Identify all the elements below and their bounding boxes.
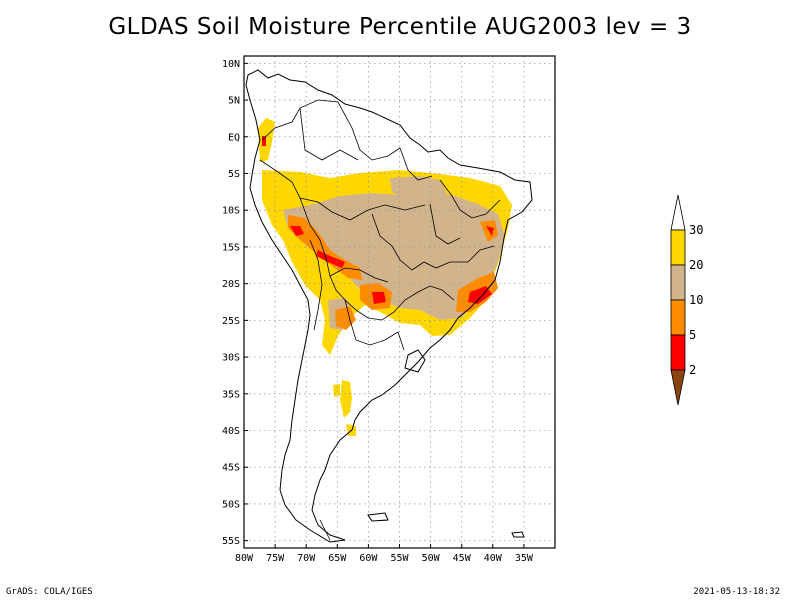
lon-tick-label: 55W [390, 553, 409, 564]
map-title: GLDAS Soil Moisture Percentile AUG2003 l… [108, 14, 692, 40]
legend-label: 10 [689, 293, 703, 307]
soil-moisture-field [258, 118, 512, 436]
legend-swatch [670, 264, 686, 301]
field-yellow-north [258, 118, 275, 162]
latitude-tick-labels: 10N 5N EQ 5S 10S 15S 20S 25S 30S 35S 40S 45S 50S 55S [222, 59, 240, 547]
legend-label: 30 [689, 223, 703, 237]
legend-top-arrow [670, 194, 686, 231]
country-borders [259, 99, 501, 541]
lon-tick-label: 80W [235, 553, 254, 564]
lat-tick-label: 10S [222, 206, 240, 217]
field-tan-2 [390, 176, 448, 204]
graticule [243, 56, 555, 548]
lon-tick-label: 50W [422, 553, 441, 564]
field-yellow-south [340, 380, 352, 418]
field-yellow-south2 [333, 384, 340, 397]
lon-tick-label: 40W [484, 553, 503, 564]
lat-tick-label: 35S [222, 389, 240, 400]
lat-tick-label: 5S [228, 169, 240, 180]
field-orange-4 [335, 306, 356, 330]
lat-tick-label: 50S [222, 499, 240, 510]
field-red-6 [262, 136, 266, 146]
lat-tick-label: 20S [222, 279, 240, 290]
lon-tick-label: 45W [453, 553, 472, 564]
legend-swatch [670, 229, 686, 266]
field-red-5 [486, 226, 494, 236]
field-red-2 [316, 250, 345, 268]
field-red-1 [290, 226, 304, 236]
legend-swatch [670, 334, 686, 371]
field-red-4 [372, 292, 386, 304]
lat-tick-label: 25S [222, 316, 240, 327]
lon-tick-label: 75W [266, 553, 285, 564]
lat-tick-label: 5N [228, 96, 240, 107]
legend-swatch [670, 299, 686, 336]
field-tan [283, 192, 505, 320]
lat-tick-label: 10N [222, 59, 240, 70]
lat-tick-label: 15S [222, 242, 240, 253]
lat-tick-label: 40S [222, 426, 240, 437]
legend-label: 5 [689, 328, 696, 342]
lat-tick-label: 45S [222, 463, 240, 474]
lat-tick-label: EQ [228, 132, 240, 143]
credit-label: GrADS: COLA/IGES [6, 587, 93, 597]
color-legend: 30 20 10 5 2 [670, 194, 703, 406]
lon-tick-label: 70W [297, 553, 316, 564]
legend-label: 20 [689, 258, 703, 272]
coastline [245, 69, 533, 543]
lat-tick-label: 55S [222, 536, 240, 547]
lon-tick-label: 60W [359, 553, 378, 564]
lat-tick-label: 30S [222, 353, 240, 364]
longitude-tick-labels: 80W 75W 70W 65W 60W 55W 50W 45W 40W 35W [235, 553, 534, 564]
map-frame [243, 55, 556, 549]
timestamp-label: 2021-05-13-18:32 [693, 587, 780, 597]
legend-bottom-arrow [670, 369, 686, 406]
lon-tick-label: 35W [515, 553, 534, 564]
lon-tick-label: 65W [328, 553, 347, 564]
legend-label: 2 [689, 363, 696, 377]
